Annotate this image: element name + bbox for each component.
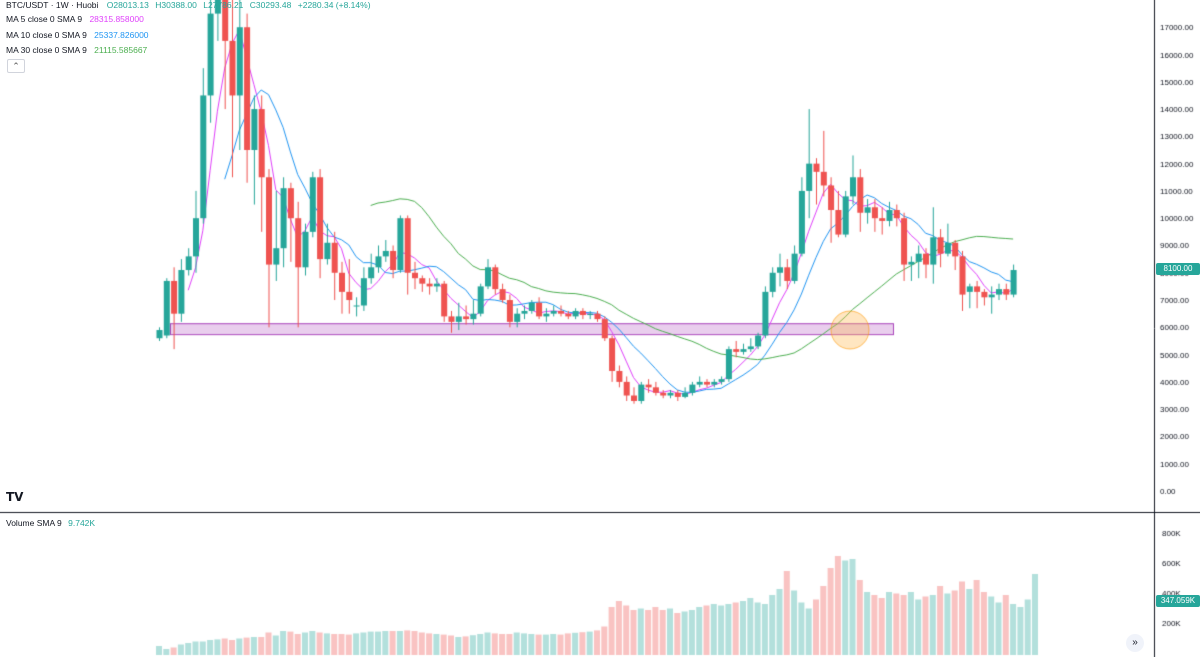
current-volume-tag: 347.059K [1156, 595, 1200, 607]
symbol-title[interactable]: BTC/USDT · 1W · Huobi [6, 0, 99, 10]
volume-value: 9.742K [68, 518, 96, 528]
ma30-label: MA 30 close 0 SMA 9 [6, 45, 87, 55]
current-price-tag: 8100.00 [1156, 263, 1200, 275]
ma5-value: 28315.858000 [89, 14, 144, 24]
tradingview-logo-icon: TV [6, 490, 24, 504]
ma5-legend[interactable]: MA 5 close 0 SMA 9 28315.858000 [6, 14, 144, 24]
low-value: L27786.21 [203, 0, 244, 10]
ma10-legend[interactable]: MA 10 close 0 SMA 9 25337.826000 [6, 30, 149, 40]
high-value: H30388.00 [155, 0, 197, 10]
change-value: +2280.34 (+8.14%) [297, 0, 371, 10]
ma10-label: MA 10 close 0 SMA 9 [6, 30, 87, 40]
ma5-label: MA 5 close 0 SMA 9 [6, 14, 83, 24]
ma10-value: 25337.826000 [94, 30, 149, 40]
ma30-legend[interactable]: MA 30 close 0 SMA 9 21115.585667 [6, 45, 147, 55]
double-chevron-right-icon: » [1132, 637, 1138, 648]
chevron-up-icon: ⌃ [12, 61, 20, 71]
ma30-value: 21115.585667 [94, 45, 148, 55]
collapse-legend-button[interactable]: ⌃ [7, 59, 25, 73]
volume-legend[interactable]: Volume SMA 9 9.742K [6, 518, 95, 528]
chart-header: BTC/USDT · 1W · Huobi O28013.13 H30388.0… [6, 0, 375, 10]
scroll-to-realtime-button[interactable]: » [1126, 634, 1144, 652]
close-value: C30293.48 [249, 0, 292, 10]
open-value: O28013.13 [106, 0, 149, 10]
volume-label: Volume SMA 9 [6, 518, 62, 528]
